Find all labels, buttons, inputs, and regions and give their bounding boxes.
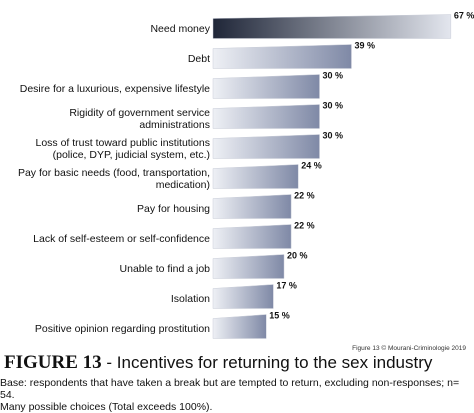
bar [212, 314, 267, 339]
category-label: Need money [150, 23, 210, 35]
chart: 67 % 39 % 30 % 30 % 30 % 24 % 22 % 22 % 20 % 17 %… [212, 11, 474, 339]
credit: Figure 13 © Mourani-Criminologie 2019 [352, 345, 466, 352]
category-label: Pay for basic needs (food, transportatio… [17, 167, 210, 191]
bar [212, 44, 352, 69]
figure-label: FIGURE 13 [4, 352, 102, 373]
category-label: Rigidity of government service administr… [69, 107, 210, 131]
bar [212, 104, 320, 129]
title: - Incentives for returning to the sex in… [106, 353, 433, 372]
category-label: Isolation [170, 293, 210, 305]
bar [212, 134, 320, 159]
bar [212, 164, 299, 189]
value-label: 30 % [323, 71, 344, 81]
category-label: Unable to find a job [119, 263, 210, 275]
bar [212, 224, 292, 249]
value-label: 24 % [301, 161, 322, 171]
category-label: Loss of trust toward public institutions… [35, 137, 210, 161]
value-label: 17 % [276, 281, 297, 291]
figure-title: FIGURE 13 - Incentives for returning to … [4, 352, 432, 374]
bar [212, 284, 274, 309]
category-label: Lack of self-esteem or self-confidence [33, 233, 210, 245]
bar [212, 74, 320, 99]
value-label: 30 % [323, 131, 344, 141]
value-label: 15 % [269, 311, 290, 321]
category-label: Desire for a luxurious, expensive lifest… [19, 83, 210, 95]
value-label: 22 % [294, 221, 315, 231]
category-label: Positive opinion regarding prostitution [34, 323, 210, 335]
value-label: 22 % [294, 191, 315, 201]
value-label: 20 % [287, 251, 308, 261]
note: Many possible choices (Total exceeds 100… [0, 401, 213, 413]
value-label: 39 % [354, 41, 375, 51]
category-label: Debt [187, 53, 210, 65]
category-label: Pay for housing [137, 203, 210, 215]
bar [212, 14, 452, 39]
notes: Base: respondents that have taken a brea… [0, 377, 474, 413]
value-label: 30 % [323, 101, 344, 111]
bar [212, 194, 292, 219]
value-label: 67 % [454, 11, 474, 21]
note: Base: respondents that have taken a brea… [0, 377, 460, 401]
bar [212, 254, 285, 279]
